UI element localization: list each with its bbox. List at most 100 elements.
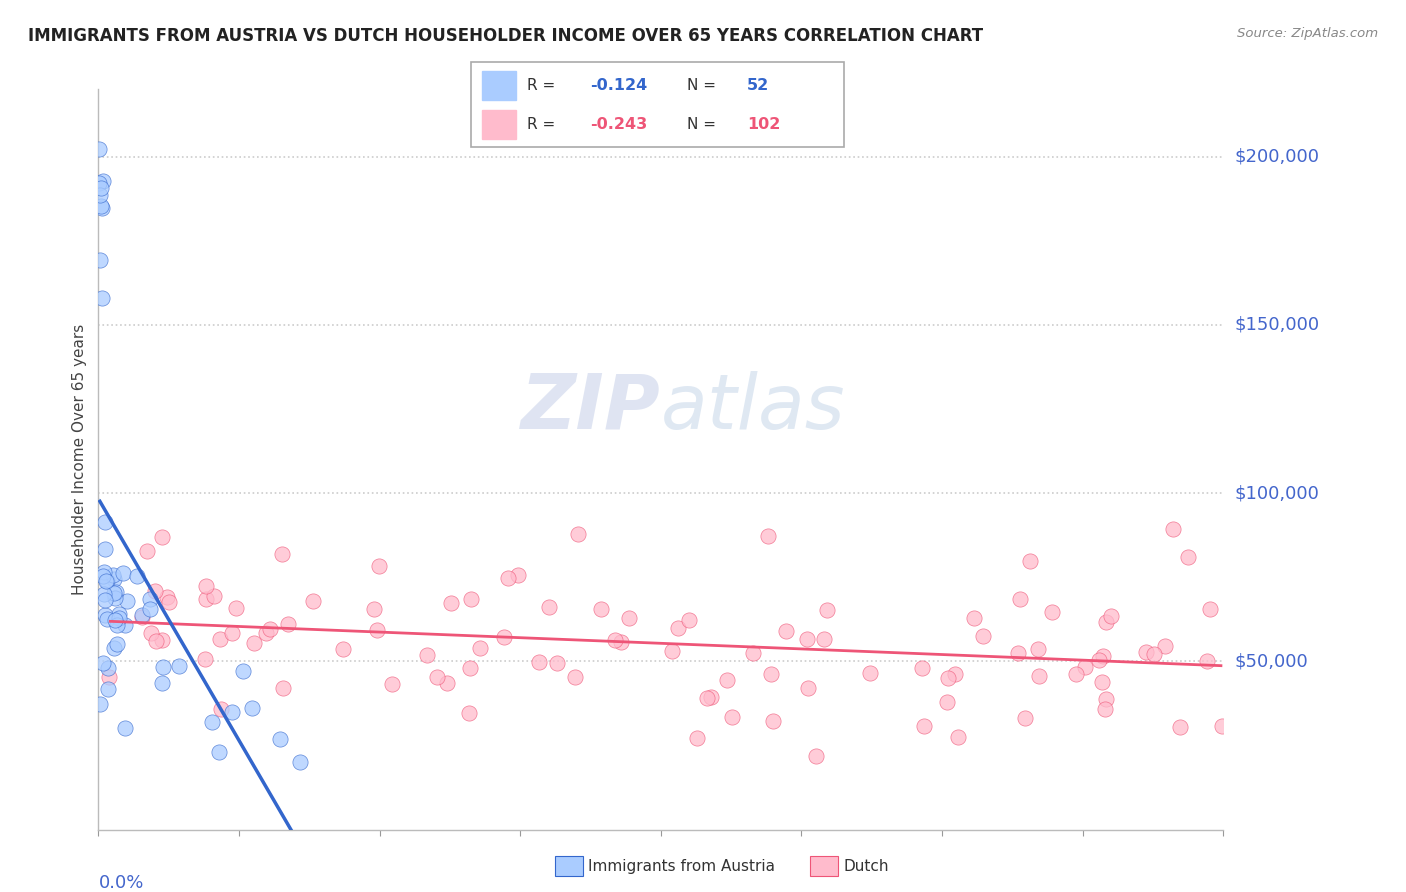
Point [1168, 720, 1191, 734]
Point [194, 652, 217, 666]
Point [605, 632, 627, 647]
Point [157, 595, 180, 609]
Point [1195, 654, 1218, 668]
Point [125, 568, 148, 582]
Point [139, 602, 162, 616]
Point [93, 587, 115, 601]
Point [1014, 711, 1036, 725]
Point [91, 568, 114, 582]
Point [775, 624, 797, 638]
Point [1010, 591, 1032, 606]
Point [936, 695, 959, 709]
Point [564, 670, 586, 684]
Text: R =: R = [527, 117, 555, 132]
Point [208, 632, 231, 647]
Point [93, 565, 115, 579]
Point [508, 568, 530, 582]
Point [103, 572, 125, 586]
Point [194, 591, 217, 606]
Point [946, 730, 969, 744]
Point [139, 625, 162, 640]
Point [1091, 674, 1114, 689]
Point [103, 613, 125, 627]
Point [1211, 719, 1233, 733]
Point [1154, 640, 1177, 654]
Text: 102: 102 [747, 117, 780, 132]
Point [89, 187, 111, 202]
Text: IMMIGRANTS FROM AUSTRIA VS DUTCH HOUSEHOLDER INCOME OVER 65 YEARS CORRELATION CH: IMMIGRANTS FROM AUSTRIA VS DUTCH HOUSEHO… [28, 27, 983, 45]
Point [91, 656, 114, 670]
Point [97, 682, 120, 697]
Point [815, 603, 838, 617]
Point [97, 670, 120, 684]
Point [103, 641, 125, 656]
Text: ZIP: ZIP [522, 370, 661, 444]
Point [97, 661, 120, 675]
Point [972, 629, 994, 643]
Point [439, 596, 461, 610]
Point [131, 607, 153, 622]
Point [96, 612, 118, 626]
Point [716, 673, 738, 688]
Point [90, 291, 112, 305]
Point [696, 690, 718, 705]
Point [1026, 642, 1049, 657]
Point [108, 607, 131, 621]
Point [567, 527, 589, 541]
Point [1095, 692, 1118, 706]
Text: 0.0%: 0.0% [98, 874, 143, 892]
Point [1143, 647, 1166, 661]
Point [108, 611, 131, 625]
Point [617, 611, 640, 625]
Point [156, 590, 179, 604]
Point [131, 609, 153, 624]
Point [367, 558, 389, 573]
Point [87, 142, 110, 156]
Point [221, 705, 243, 719]
Point [104, 591, 127, 606]
Point [139, 591, 162, 606]
Point [208, 746, 231, 760]
Point [666, 621, 689, 635]
Point [288, 756, 311, 770]
Point [143, 584, 166, 599]
Point [859, 666, 882, 681]
Point [813, 632, 835, 646]
Point [94, 515, 117, 529]
Point [150, 676, 173, 690]
Point [276, 617, 298, 632]
Text: $150,000: $150,000 [1234, 316, 1320, 334]
Point [416, 648, 439, 662]
Point [721, 710, 744, 724]
Point [538, 599, 561, 614]
Point [496, 571, 519, 585]
Point [94, 542, 117, 557]
Point [89, 698, 111, 712]
Point [1040, 605, 1063, 619]
Point [363, 602, 385, 616]
Point [759, 666, 782, 681]
Point [89, 252, 111, 267]
Point [678, 613, 700, 627]
Point [366, 623, 388, 637]
Text: N =: N = [688, 78, 716, 93]
Point [1066, 666, 1088, 681]
Point [195, 579, 218, 593]
Point [1091, 649, 1114, 664]
Point [91, 174, 114, 188]
Point [470, 640, 492, 655]
Point [259, 623, 281, 637]
Point [96, 574, 118, 589]
Point [91, 201, 114, 215]
Point [1135, 645, 1157, 659]
Point [200, 715, 222, 730]
Point [94, 593, 117, 607]
Text: N =: N = [688, 117, 716, 132]
Text: $100,000: $100,000 [1234, 484, 1319, 502]
Point [527, 655, 550, 669]
Point [699, 690, 721, 705]
Point [101, 568, 124, 582]
Point [1177, 550, 1199, 565]
Text: $200,000: $200,000 [1234, 147, 1319, 166]
Point [686, 731, 709, 745]
